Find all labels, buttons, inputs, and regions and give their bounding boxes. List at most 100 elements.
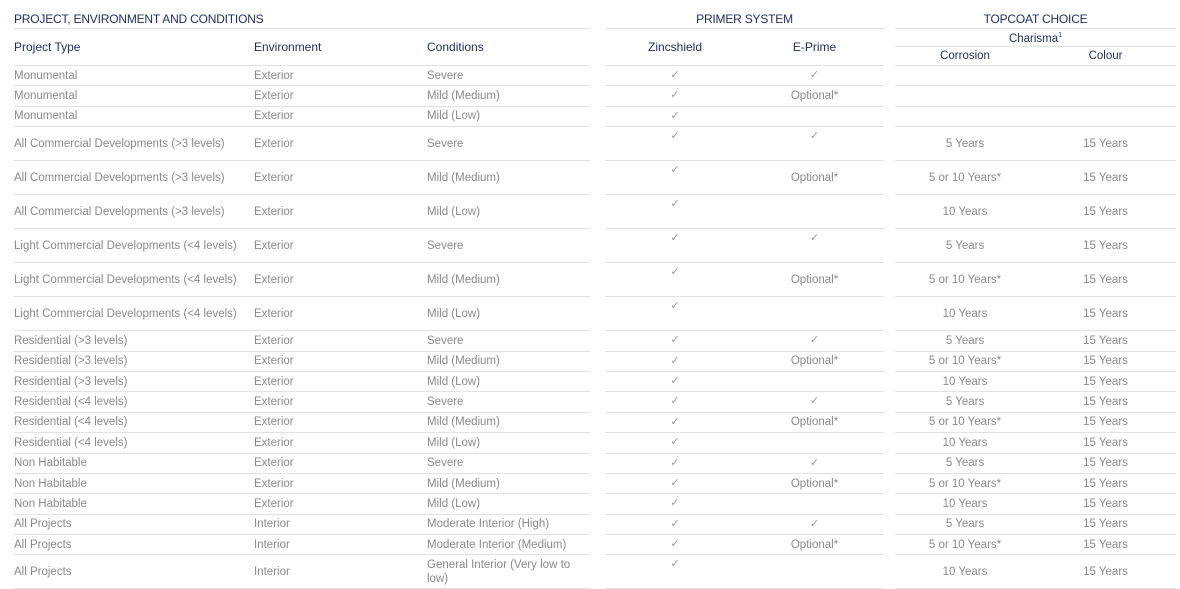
- cell-project-type: Non Habitable: [14, 454, 254, 474]
- checkmark-icon: ✓: [670, 130, 680, 143]
- cell-text: Exterior: [254, 205, 294, 218]
- cell-text: Optional*: [790, 171, 839, 184]
- footnote-marker: 1: [1058, 32, 1063, 40]
- cell-zincshield: ✓: [605, 297, 746, 332]
- checkmark-icon: ✓: [809, 456, 820, 469]
- cell-text: Mild (Low): [427, 497, 481, 510]
- cell-text: Exterior: [254, 239, 294, 252]
- cell-eprime: Optional*: [745, 352, 885, 372]
- cell-conditions: Mild (Medium): [427, 161, 591, 196]
- spacer: [590, 494, 605, 514]
- cell-text: Mild (Low): [427, 110, 481, 123]
- cell-conditions: Mild (Medium): [427, 263, 591, 298]
- cell-colour: 15 Years: [1035, 331, 1177, 352]
- cell-zincshield: ✓: [605, 494, 746, 515]
- table-row: Residential (>3 levels) Exterior Mild (Med…: [14, 352, 1177, 372]
- cell-project-type: Monumental: [14, 86, 254, 107]
- cell-eprime: ✓: [745, 331, 885, 352]
- cell-project-type: All Commercial Developments (>3 levels): [14, 127, 254, 162]
- cell-colour: 15 Years: [1035, 161, 1177, 196]
- table-row: All Projects Interior General Interior (Ve…: [14, 555, 1177, 589]
- cell-colour: 15 Years: [1035, 515, 1177, 536]
- checkmark-icon: ✓: [670, 300, 680, 313]
- cell-project-type: Residential (<4 levels): [14, 433, 254, 454]
- checkmark-icon: ✓: [670, 198, 680, 211]
- cell-corrosion: 5 Years: [895, 331, 1036, 352]
- cell-colour: [1035, 86, 1177, 107]
- cell-text: All Commercial Developments (>3 levels): [14, 171, 225, 184]
- checkmark-icon: ✓: [670, 476, 680, 489]
- table-row: Residential (<4 levels) Exterior Mild (Med…: [14, 413, 1177, 434]
- cell-zincshield: ✓: [605, 66, 746, 87]
- spacer: [590, 229, 605, 263]
- cell-text: Residential (<4 levels): [14, 436, 128, 449]
- section-title-project: PROJECT, ENVIRONMENT AND CONDITIONS: [14, 10, 591, 29]
- cell-environment: Exterior: [254, 297, 427, 332]
- table-row: Light Commercial Developments (<4 levels…: [14, 229, 1177, 264]
- cell-text: Monumental: [14, 110, 78, 123]
- table-row: Non Habitable Exterior Mild (Medium) ✓ Optio…: [14, 474, 1177, 495]
- cell-environment: Exterior: [254, 494, 427, 515]
- cell-environment: Exterior: [254, 195, 427, 230]
- cell-text: Optional*: [790, 538, 839, 551]
- cell-conditions: Mild (Medium): [427, 413, 591, 434]
- cell-colour: 15 Years: [1035, 535, 1177, 556]
- cell-text: Severe: [427, 334, 464, 347]
- header-corrosion: Corrosion: [895, 47, 1036, 66]
- cell-text: Monumental: [14, 69, 78, 82]
- table-row: Residential (>3 levels) Exterior Severe ✓ ✓ 5…: [14, 331, 1177, 352]
- checkmark-icon: ✓: [670, 415, 680, 428]
- table-row: All Projects Interior Moderate Interior (H…: [14, 515, 1177, 536]
- cell-conditions: Moderate Interior (Medium): [427, 535, 591, 556]
- cell-corrosion: 10 Years: [895, 297, 1036, 332]
- cell-colour: 15 Years: [1035, 195, 1177, 230]
- checkmark-icon: ✓: [670, 517, 680, 530]
- cell-eprime: [745, 297, 885, 332]
- cell-text: Non Habitable: [14, 457, 87, 470]
- cell-colour: 15 Years: [1035, 454, 1177, 474]
- cell-text: Moderate Interior (Medium): [427, 538, 567, 551]
- cell-eprime: [745, 195, 885, 230]
- cell-text: All Projects: [14, 518, 72, 531]
- checkmark-icon: ✓: [670, 232, 680, 245]
- cell-corrosion: [895, 66, 1036, 87]
- cell-text: Interior: [254, 565, 290, 578]
- cell-conditions: Severe: [427, 331, 591, 352]
- cell-text: Mild (Low): [427, 375, 481, 388]
- table-row: Monumental Exterior Mild (Low) ✓: [14, 107, 1177, 128]
- table-row: Monumental Exterior Mild (Medium) ✓ Optional…: [14, 86, 1177, 107]
- cell-text: Light Commercial Developments (<4 levels…: [14, 273, 237, 286]
- cell-zincshield: ✓: [605, 352, 746, 372]
- cell-text: Severe: [427, 396, 464, 409]
- cell-project-type: Monumental: [14, 107, 254, 128]
- spacer: [590, 127, 605, 161]
- cell-eprime: ✓: [745, 392, 885, 413]
- spacer: [590, 195, 605, 229]
- cell-text: Exterior: [254, 137, 294, 150]
- cell-corrosion: 5 or 10 Years*: [895, 263, 1036, 298]
- cell-text: Exterior: [254, 69, 294, 82]
- cell-environment: Exterior: [254, 454, 427, 474]
- cell-colour: 15 Years: [1035, 229, 1177, 264]
- cell-text: Mild (Medium): [427, 416, 500, 429]
- cell-text: Interior: [254, 518, 290, 531]
- spacer: [590, 263, 605, 297]
- cell-conditions: General Interior (Very low to low): [427, 555, 591, 589]
- cell-text: Residential (>3 levels): [14, 334, 128, 347]
- table-row: All Projects Interior Moderate Interior (M…: [14, 535, 1177, 556]
- table-row: Non Habitable Exterior Mild (Low) ✓ 10 Years…: [14, 494, 1177, 515]
- header-charisma: Charisma1: [895, 29, 1177, 47]
- cell-text: Residential (>3 levels): [14, 375, 128, 388]
- cell-colour: 15 Years: [1035, 263, 1177, 298]
- spacer: [884, 454, 895, 474]
- cell-corrosion: 5 or 10 Years*: [895, 413, 1036, 434]
- cell-zincshield: ✓: [605, 372, 746, 393]
- spacer: [884, 515, 895, 535]
- cell-eprime: Optional*: [745, 474, 885, 495]
- cell-environment: Exterior: [254, 433, 427, 454]
- spacer: [590, 297, 605, 331]
- checkmark-icon: ✓: [670, 164, 680, 177]
- cell-text: Residential (<4 levels): [14, 396, 128, 409]
- checkmark-icon: ✓: [670, 456, 680, 469]
- cell-conditions: Mild (Low): [427, 195, 591, 230]
